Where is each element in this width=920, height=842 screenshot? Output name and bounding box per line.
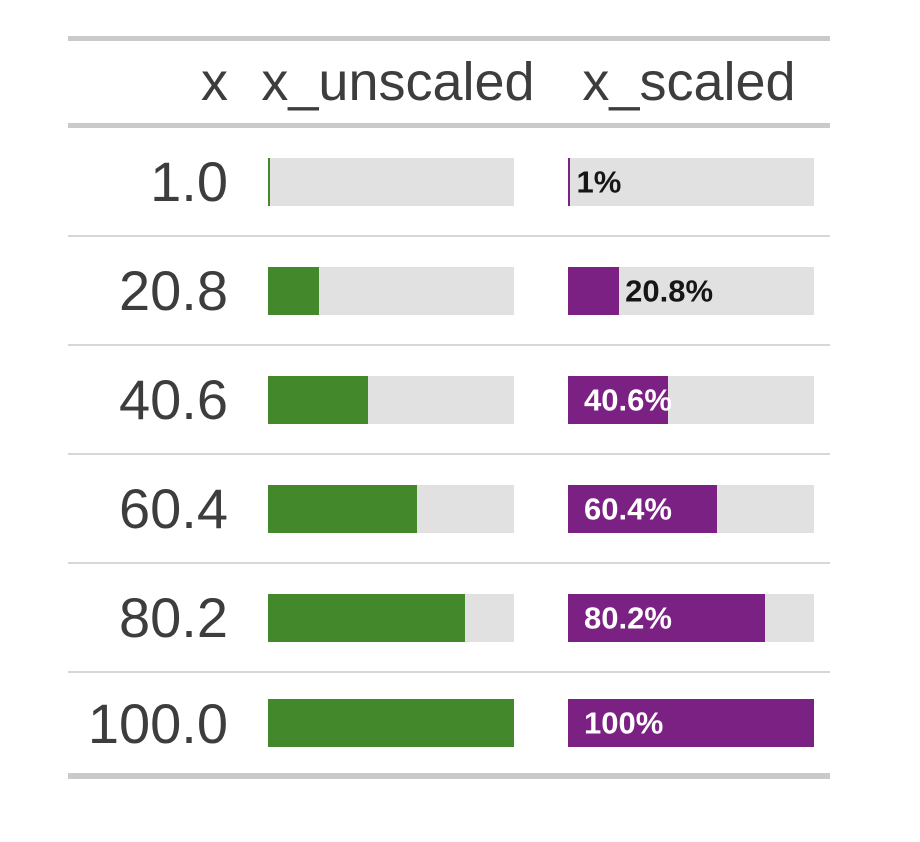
scaled-bar-track: 100% <box>568 699 814 747</box>
scaled-bar-label: 80.2% <box>584 600 672 635</box>
scaled-bar-label: 20.8% <box>625 273 714 308</box>
unscaled-bar-fill <box>268 699 514 747</box>
scaled-bar-label: 1% <box>576 164 622 199</box>
scaled-bar-track: 80.2% <box>568 593 814 642</box>
unscaled-bar-cell <box>248 375 548 424</box>
scaled-bar-track: 20.8% <box>568 266 814 315</box>
unscaled-bar-cell <box>248 157 548 206</box>
column-header-x-scaled: x_scaled <box>582 52 796 112</box>
scaled-bar-fill <box>568 699 814 747</box>
unscaled-bar-cell <box>248 266 548 315</box>
scaled-bar-cell: 60.4% <box>548 484 830 533</box>
scaled-bar-fill <box>568 593 766 642</box>
unscaled-bar-track <box>268 375 514 424</box>
scaled-bar-track: 40.6% <box>568 375 814 424</box>
unscaled-bar-cell <box>248 484 548 533</box>
unscaled-bar-cell <box>248 699 548 747</box>
unscaled-bar-fill <box>268 266 320 315</box>
table-row: 80.2 80.2% <box>68 564 830 673</box>
unscaled-bar-track <box>268 157 514 206</box>
unscaled-bar-cell <box>248 593 548 642</box>
scaled-bar-label: 60.4% <box>584 491 672 526</box>
unscaled-bar-fill <box>268 157 271 206</box>
unscaled-bar-fill <box>268 484 417 533</box>
table-row: 40.6 40.6% <box>68 346 830 455</box>
scaled-bar-label: 100% <box>584 705 664 741</box>
unscaled-bar-track <box>268 484 514 533</box>
table-row: 60.4 60.4% <box>68 455 830 564</box>
scaled-bar-cell: 1% <box>548 157 830 206</box>
scaled-bar-fill <box>568 484 717 533</box>
unscaled-bar-track <box>268 593 514 642</box>
x-value: 60.4 <box>119 477 228 540</box>
gt-table: x x_unscaled x_scaled 1.0 1% 20.8 <box>68 36 830 779</box>
table-row: 1.0 1% <box>68 128 830 237</box>
table-row: 20.8 20.8% <box>68 237 830 346</box>
unscaled-bar-fill <box>268 593 466 642</box>
unscaled-bar-fill <box>268 375 368 424</box>
x-value: 40.6 <box>119 368 228 431</box>
scaled-bar-track: 1% <box>568 157 814 206</box>
scaled-bar-cell: 100% <box>548 699 830 747</box>
scaled-bar-track: 60.4% <box>568 484 814 533</box>
scaled-bar-cell: 80.2% <box>548 593 830 642</box>
unscaled-bar-track <box>268 699 514 747</box>
x-value: 80.2 <box>119 586 228 649</box>
column-header-x: x <box>201 52 228 112</box>
scaled-bar-label: 40.6% <box>584 382 672 417</box>
scaled-bar-cell: 20.8% <box>548 266 830 315</box>
scaled-bar-fill <box>568 266 620 315</box>
x-value: 1.0 <box>150 150 228 213</box>
scaled-bar-fill <box>568 157 571 206</box>
scaled-bar-fill <box>568 375 668 424</box>
column-header-x-unscaled: x_unscaled <box>261 52 535 112</box>
table-header-row: x x_unscaled x_scaled <box>68 41 830 128</box>
table-row: 100.0 100% <box>68 673 830 773</box>
unscaled-bar-track <box>268 266 514 315</box>
x-value: 100.0 <box>87 691 228 755</box>
x-value: 20.8 <box>119 259 228 322</box>
scaled-bar-cell: 40.6% <box>548 375 830 424</box>
